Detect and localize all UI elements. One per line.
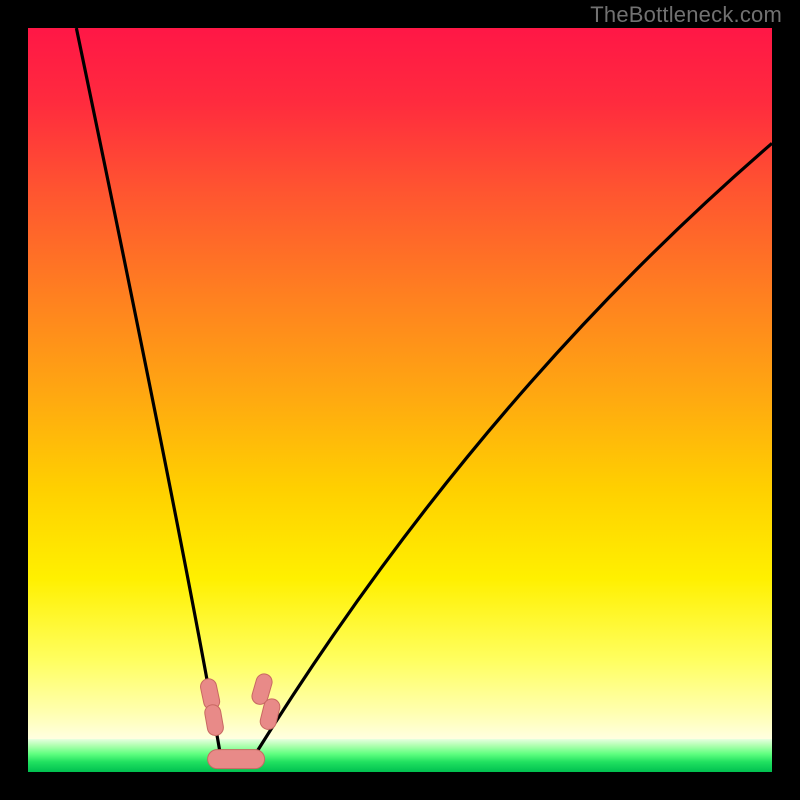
chart-frame: TheBottleneck.com bbox=[0, 0, 800, 800]
plot-area bbox=[28, 28, 772, 772]
curve-path bbox=[76, 28, 772, 765]
bottleneck-curve bbox=[28, 28, 772, 772]
curve-marker-4 bbox=[207, 749, 265, 769]
watermark-text: TheBottleneck.com bbox=[590, 2, 782, 28]
